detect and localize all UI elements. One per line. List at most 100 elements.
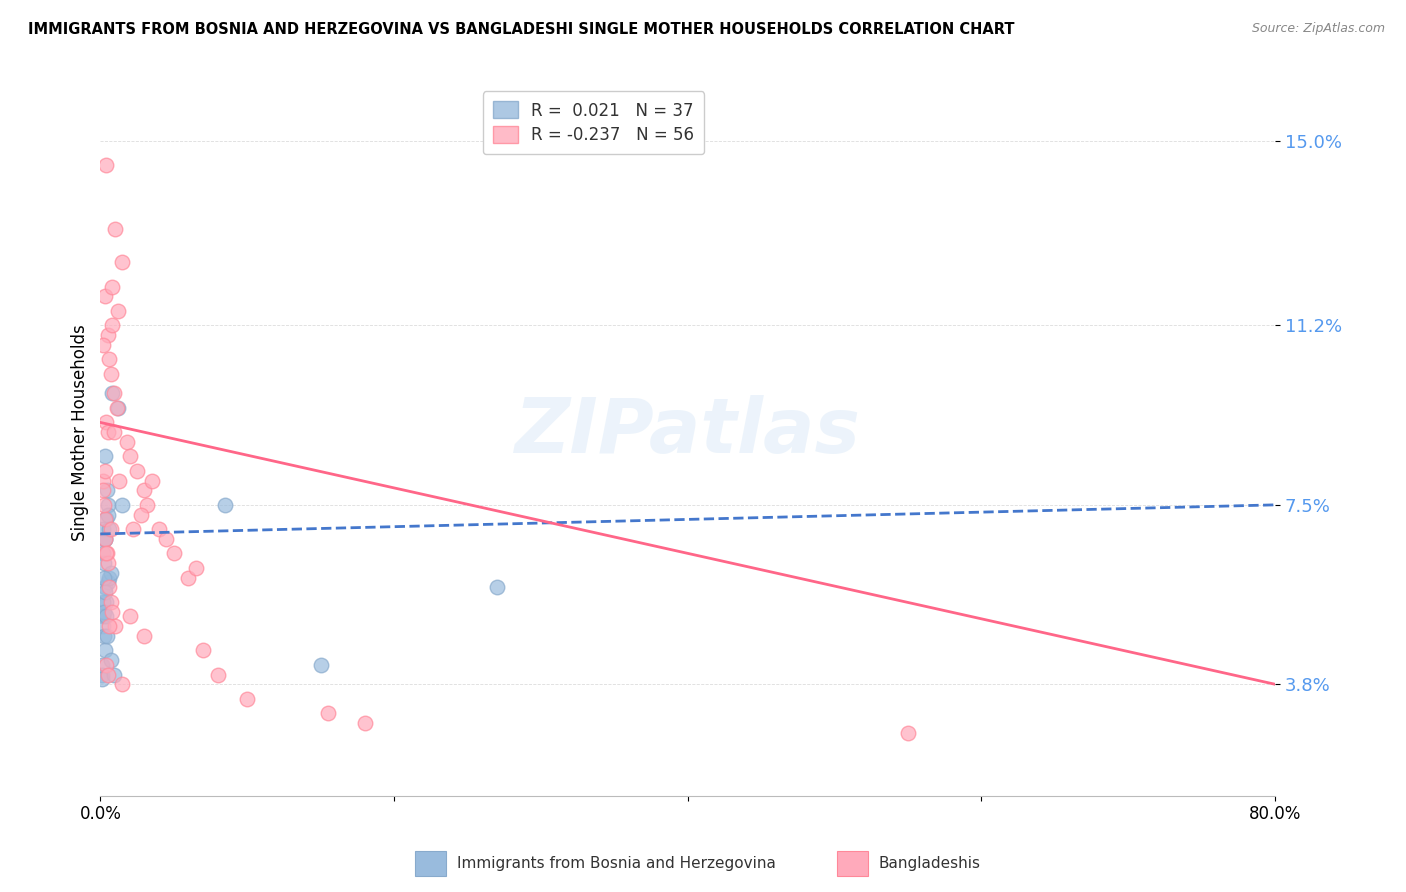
Text: Source: ZipAtlas.com: Source: ZipAtlas.com xyxy=(1251,22,1385,36)
Point xyxy=(136,498,159,512)
Point xyxy=(93,571,115,585)
Point xyxy=(96,595,118,609)
Point xyxy=(103,425,125,439)
Point xyxy=(100,367,122,381)
Point xyxy=(101,318,124,333)
Point xyxy=(316,706,339,721)
Y-axis label: Single Mother Households: Single Mother Households xyxy=(72,324,89,541)
Point xyxy=(148,522,170,536)
Point xyxy=(897,725,920,739)
Point xyxy=(131,508,153,522)
Point xyxy=(91,609,114,624)
Point xyxy=(93,629,115,643)
Point xyxy=(96,416,118,430)
Point xyxy=(309,657,332,672)
Point xyxy=(105,401,128,415)
Point xyxy=(96,629,118,643)
Point xyxy=(111,255,134,269)
Point xyxy=(98,352,121,367)
Point xyxy=(91,546,114,560)
Point xyxy=(101,605,124,619)
Point xyxy=(107,401,129,415)
Point xyxy=(184,561,207,575)
Point xyxy=(104,619,127,633)
Point xyxy=(103,667,125,681)
Point xyxy=(177,571,200,585)
Point xyxy=(91,338,114,352)
Point xyxy=(94,532,117,546)
Point xyxy=(101,386,124,401)
Point xyxy=(485,580,508,594)
Point xyxy=(93,556,115,570)
Point xyxy=(98,522,121,536)
Point xyxy=(163,546,186,560)
Point xyxy=(107,304,129,318)
Point xyxy=(96,159,118,173)
Point xyxy=(94,512,117,526)
Point xyxy=(100,566,122,580)
Point xyxy=(91,619,114,633)
Point xyxy=(97,575,120,590)
Point xyxy=(94,585,117,599)
Point xyxy=(134,483,156,498)
Point xyxy=(101,279,124,293)
Point xyxy=(94,609,117,624)
Point xyxy=(191,643,214,657)
Point xyxy=(118,450,141,464)
Point xyxy=(104,221,127,235)
Point xyxy=(93,605,115,619)
Point xyxy=(98,571,121,585)
Point xyxy=(97,425,120,439)
Text: ZIPatlas: ZIPatlas xyxy=(515,395,860,469)
Point xyxy=(97,667,120,681)
Point xyxy=(94,289,117,303)
Point xyxy=(111,677,134,691)
Point xyxy=(96,512,118,526)
Point xyxy=(97,328,120,343)
Point xyxy=(100,595,122,609)
Point xyxy=(94,464,117,478)
Point xyxy=(103,386,125,401)
Point xyxy=(115,434,138,449)
Point xyxy=(125,464,148,478)
Point xyxy=(97,508,120,522)
Point xyxy=(98,580,121,594)
Point xyxy=(94,532,117,546)
Point xyxy=(207,667,229,681)
Point xyxy=(96,657,118,672)
Point xyxy=(91,474,114,488)
Text: Immigrants from Bosnia and Herzegovina: Immigrants from Bosnia and Herzegovina xyxy=(457,856,776,871)
Point xyxy=(108,474,131,488)
Point xyxy=(155,532,177,546)
Point xyxy=(118,609,141,624)
Point xyxy=(96,546,118,560)
Point xyxy=(91,522,114,536)
Point xyxy=(141,474,163,488)
Point xyxy=(353,716,375,731)
Point xyxy=(111,498,134,512)
Point xyxy=(121,522,143,536)
Point xyxy=(90,673,112,687)
Text: IMMIGRANTS FROM BOSNIA AND HERZEGOVINA VS BANGLADESHI SINGLE MOTHER HOUSEHOLDS C: IMMIGRANTS FROM BOSNIA AND HERZEGOVINA V… xyxy=(28,22,1015,37)
Point xyxy=(93,498,115,512)
Text: Bangladeshis: Bangladeshis xyxy=(879,856,981,871)
Point xyxy=(97,498,120,512)
Point xyxy=(100,653,122,667)
Point xyxy=(94,450,117,464)
Point xyxy=(91,595,114,609)
Point xyxy=(96,483,118,498)
Point xyxy=(236,691,259,706)
Point xyxy=(96,546,118,560)
Point xyxy=(94,643,117,657)
Point xyxy=(91,483,114,498)
Point xyxy=(97,556,120,570)
Legend: R =  0.021   N = 37, R = -0.237   N = 56: R = 0.021 N = 37, R = -0.237 N = 56 xyxy=(484,91,704,154)
Point xyxy=(214,498,236,512)
Point xyxy=(94,532,117,546)
Point xyxy=(98,619,121,633)
Point xyxy=(100,522,122,536)
Point xyxy=(94,580,117,594)
Point xyxy=(90,657,112,672)
Point xyxy=(134,629,156,643)
Point xyxy=(91,667,114,681)
